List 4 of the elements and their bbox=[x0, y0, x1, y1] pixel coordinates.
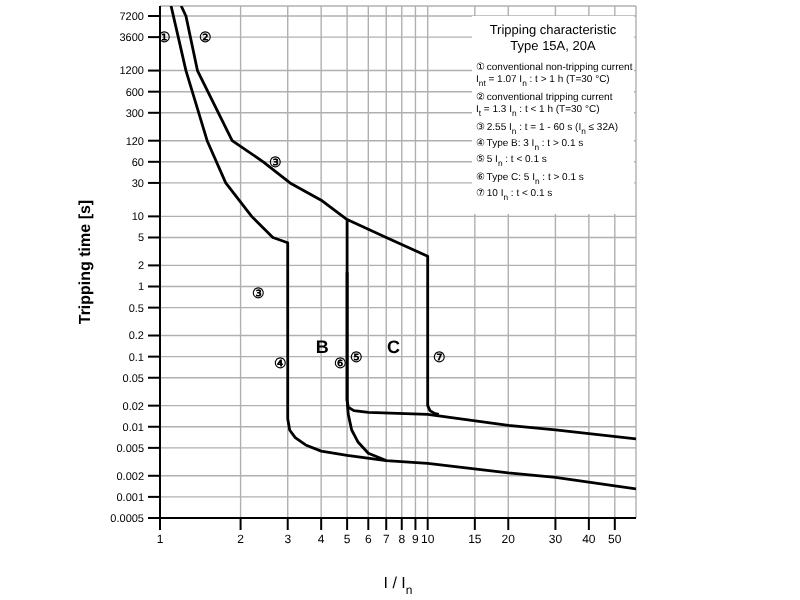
x-axis-title: I / I$_{n}$ bbox=[383, 574, 413, 598]
annotation: B bbox=[315, 336, 330, 357]
y-axis-title: Tripping time [s] bbox=[75, 199, 94, 325]
annotation: C bbox=[387, 336, 402, 357]
